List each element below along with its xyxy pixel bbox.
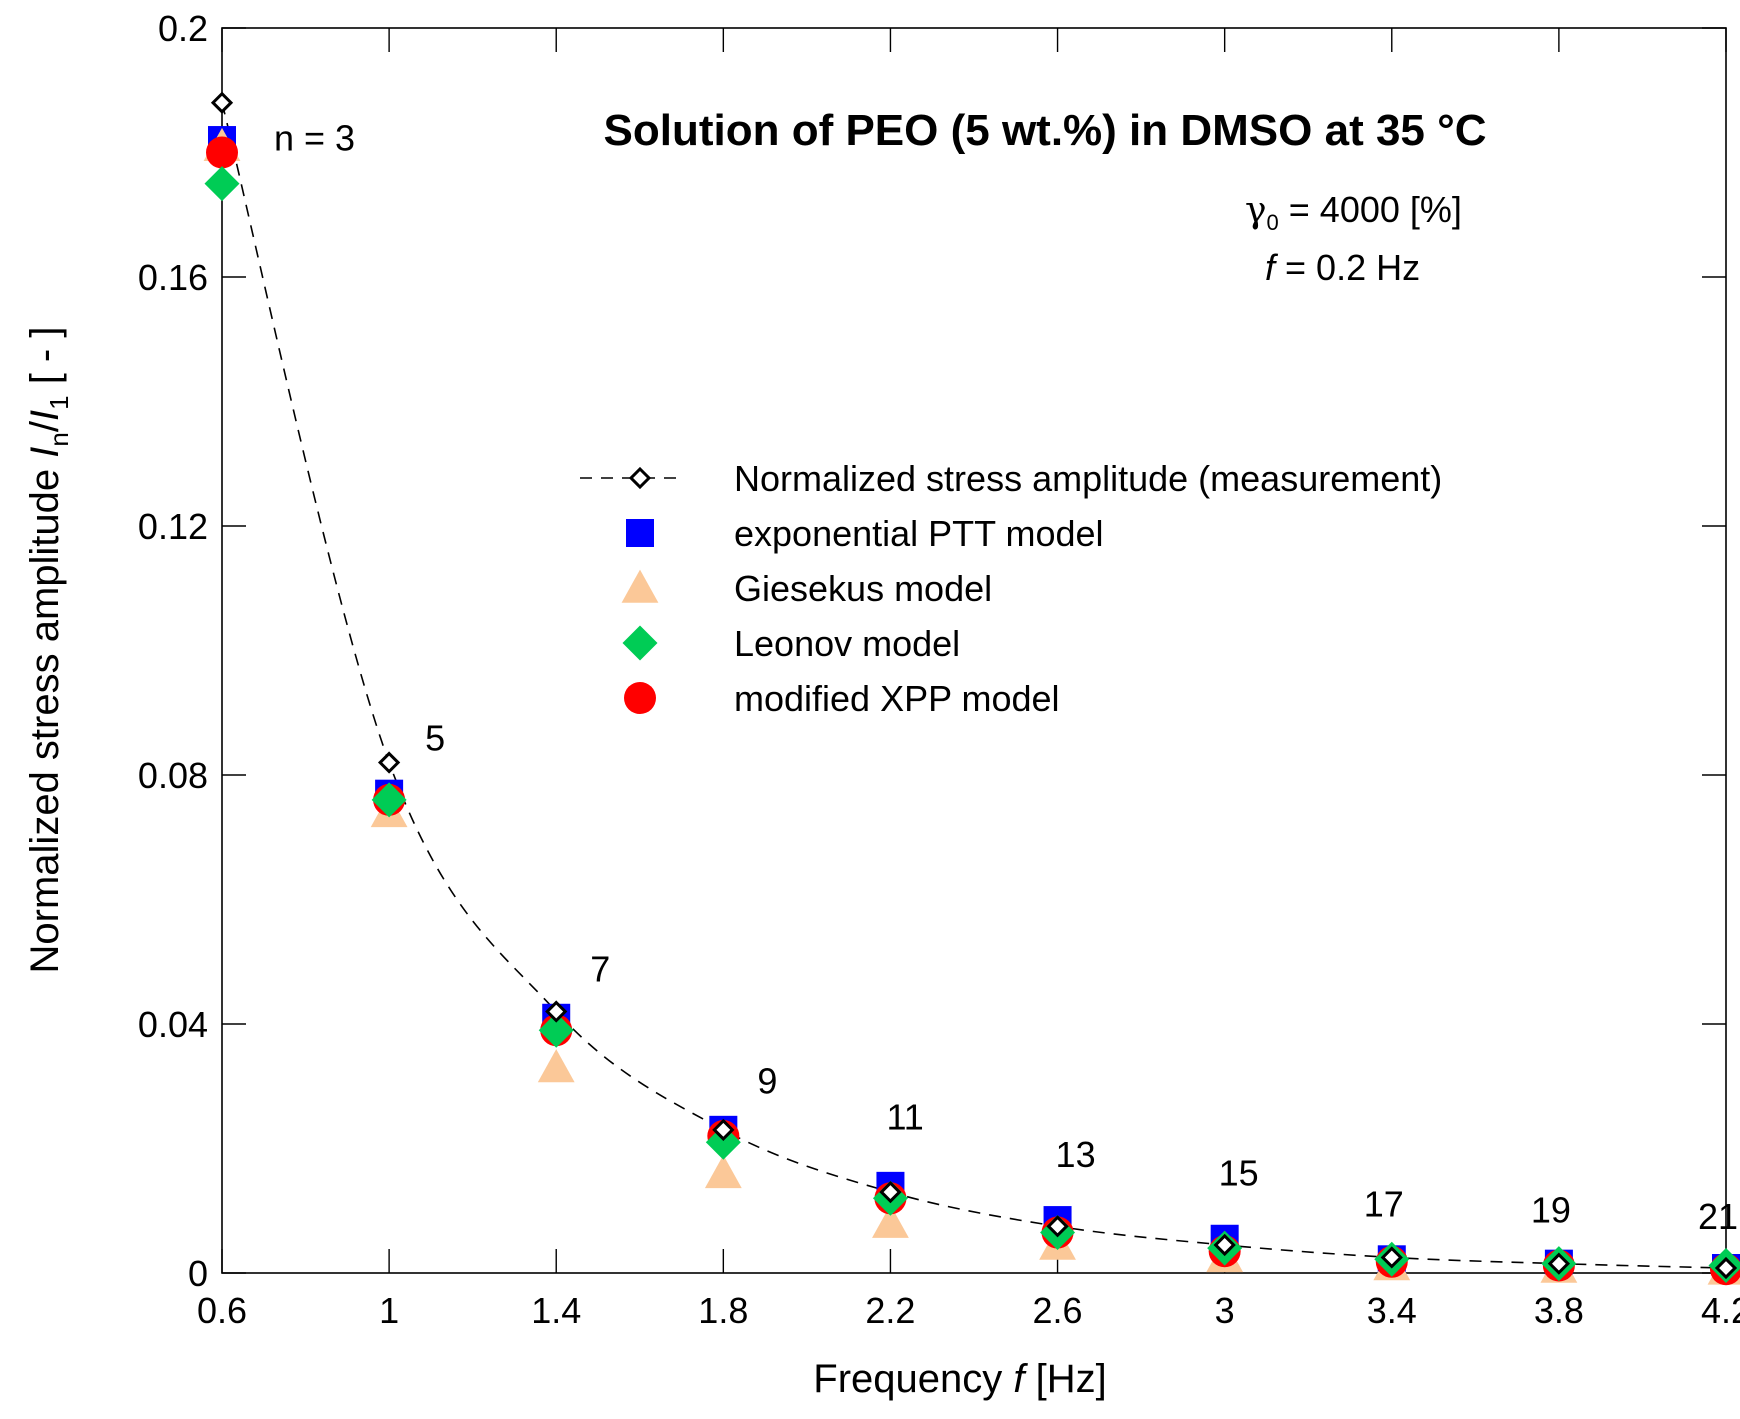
data-point: [1547, 1252, 1571, 1275]
harmonic-label: 15: [1219, 1153, 1259, 1194]
harmonic-label: 19: [1531, 1190, 1571, 1231]
harmonic-label: n = 3: [274, 118, 355, 159]
x-axis-title: Frequency f [Hz]: [813, 1357, 1106, 1401]
series-layer: [203, 91, 1740, 1286]
harmonic-label: 17: [1364, 1183, 1404, 1224]
data-point: [210, 91, 234, 114]
x-tick-label: 2.2: [865, 1290, 915, 1331]
legend-marker: [624, 682, 656, 714]
y-axis-title: Normalized stress amplitude In/I1 [ - ]: [23, 327, 74, 974]
x-tick-label: 0.6: [197, 1290, 247, 1331]
harmonic-labels: n = 3 5 7 9 11 13 15 17 19 21: [274, 118, 1738, 1237]
harmonic-label: 7: [590, 949, 610, 990]
x-tick-label: 2.6: [1033, 1290, 1083, 1331]
data-point: [705, 1124, 741, 1160]
legend-label: Leonov model: [734, 623, 960, 664]
data-point: [537, 1049, 575, 1083]
x-tick-label: 1.4: [531, 1290, 581, 1331]
y-tick-label: 0.12: [138, 506, 208, 547]
harmonic-label: 11: [886, 1097, 923, 1138]
chart-title: Solution of PEO (5 wt.%) in DMSO at 35 °…: [604, 106, 1487, 155]
harmonic-label: 5: [425, 718, 445, 759]
legend-item: modified XPP model: [624, 678, 1060, 719]
x-tick-label: 4.2: [1701, 1290, 1740, 1331]
y-tick-label: 0.08: [138, 755, 208, 796]
x-tick-label: 3.4: [1367, 1290, 1417, 1331]
data-point: [204, 166, 240, 202]
data-point: [879, 1180, 902, 1204]
data-point: [872, 1204, 909, 1238]
x-tick-label: 3.8: [1534, 1290, 1584, 1331]
plot-frame: [221, 27, 1727, 1274]
harmonic-label: 21: [1698, 1196, 1738, 1237]
legend-item: Normalized stress amplitude (measurement…: [580, 458, 1442, 499]
legend-label: Giesekus model: [734, 568, 992, 609]
legend-marker: [626, 519, 654, 547]
x-tick-label: 3: [1215, 1290, 1235, 1331]
data-point: [1046, 1215, 1069, 1238]
legend-marker: [621, 569, 659, 603]
strain-annotation: γ0 = 4000 [%]: [1245, 189, 1462, 235]
data-point: [704, 1155, 742, 1189]
data-point: [371, 782, 407, 818]
y-tick-label: 0.04: [138, 1004, 208, 1045]
legend-label: Normalized stress amplitude (measurement…: [734, 458, 1442, 499]
data-point: [545, 1000, 568, 1023]
data-point: [538, 1012, 574, 1048]
x-tick-label: 1: [379, 1290, 399, 1331]
frequency-annotation: f = 0.2 Hz: [1265, 247, 1420, 288]
legend-marker: [628, 466, 652, 490]
legend-marker: [622, 625, 658, 661]
y-tick-label: 0.2: [158, 8, 208, 49]
y-tick-label: 0: [188, 1253, 208, 1294]
legend-label: modified XPP model: [734, 678, 1060, 719]
legend-item: exponential PTT model: [626, 513, 1104, 554]
data-point: [1213, 1233, 1236, 1257]
data-point: [1380, 1246, 1403, 1269]
y-tick-label: 0.16: [138, 257, 208, 298]
data-point: [1714, 1256, 1738, 1280]
data-point: [206, 136, 238, 169]
harmonic-label: 13: [1056, 1134, 1096, 1175]
data-point: [712, 1118, 735, 1141]
x-tick-label: 1.8: [698, 1290, 748, 1331]
tick-labels: 0.6 1 1.4 1.8 2.2 2.6 3 3.4 3.8 4.2 0 0.04 0.08 0.12 0…: [138, 8, 1740, 1331]
legend-item: Leonov model: [622, 623, 960, 664]
series-measurement: [210, 91, 1738, 1280]
legend-label: exponential PTT model: [734, 513, 1104, 554]
axis-ticks: [221, 27, 1727, 1274]
harmonic-label: 9: [757, 1061, 777, 1102]
data-point: [377, 751, 401, 774]
legend-item: Giesekus model: [621, 568, 992, 609]
legend: Normalized stress amplitude (measurement…: [580, 458, 1442, 719]
